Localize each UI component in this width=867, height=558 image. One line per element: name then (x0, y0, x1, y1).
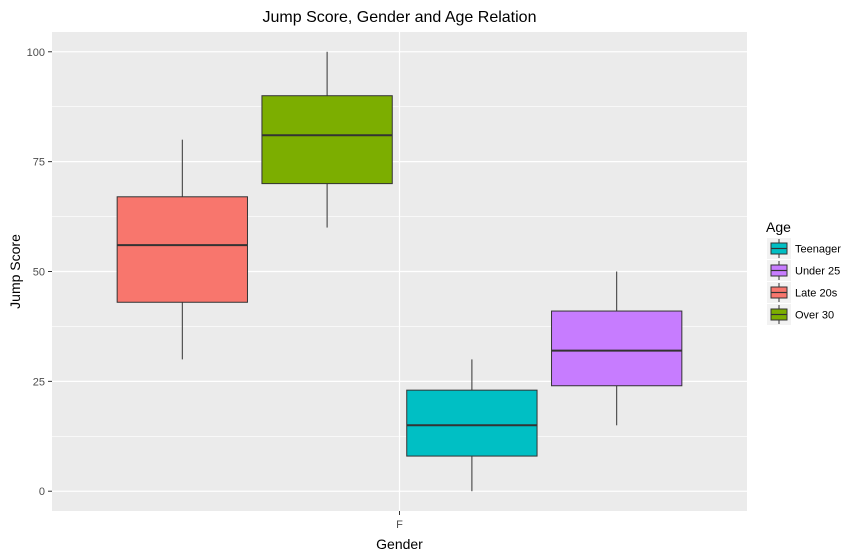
x-tick-label: F (396, 519, 403, 531)
box-series (116, 51, 683, 492)
x-axis: F (396, 511, 403, 531)
box-body (116, 196, 248, 303)
y-tick-label: 75 (33, 157, 45, 169)
y-tick-label: 100 (27, 47, 45, 59)
box-body (551, 310, 683, 387)
chart-title: Jump Score, Gender and Age Relation (263, 9, 537, 26)
box-late-20s (116, 139, 248, 360)
x-axis-label: Gender (376, 536, 423, 552)
legend-label: Under 25 (795, 266, 840, 278)
box-teenager (406, 359, 538, 492)
box-body (406, 389, 538, 457)
legend-label: Late 20s (795, 288, 838, 300)
box-body (261, 95, 393, 185)
grid-lines (52, 32, 747, 511)
y-tick-label: 50 (33, 267, 45, 279)
box-over-30 (261, 51, 393, 228)
legend-item-over-30: Over 30 (767, 304, 834, 325)
y-axis: 0 25 50 75 100 (27, 47, 52, 498)
y-axis-label: Jump Score (7, 234, 23, 309)
y-tick-label: 25 (33, 376, 45, 388)
legend-item-teenager: Teenager (767, 238, 841, 259)
legend-label: Teenager (795, 244, 841, 256)
legend-item-under-25: Under 25 (767, 260, 840, 281)
box-under-25 (551, 271, 683, 426)
legend-label: Over 30 (795, 310, 834, 322)
legend-title: Age (766, 219, 791, 235)
legend: Age Teenager Under 25 Late 20s Over 30 (766, 219, 841, 325)
y-tick-label: 0 (39, 486, 45, 498)
legend-item-late-20s: Late 20s (767, 282, 838, 303)
